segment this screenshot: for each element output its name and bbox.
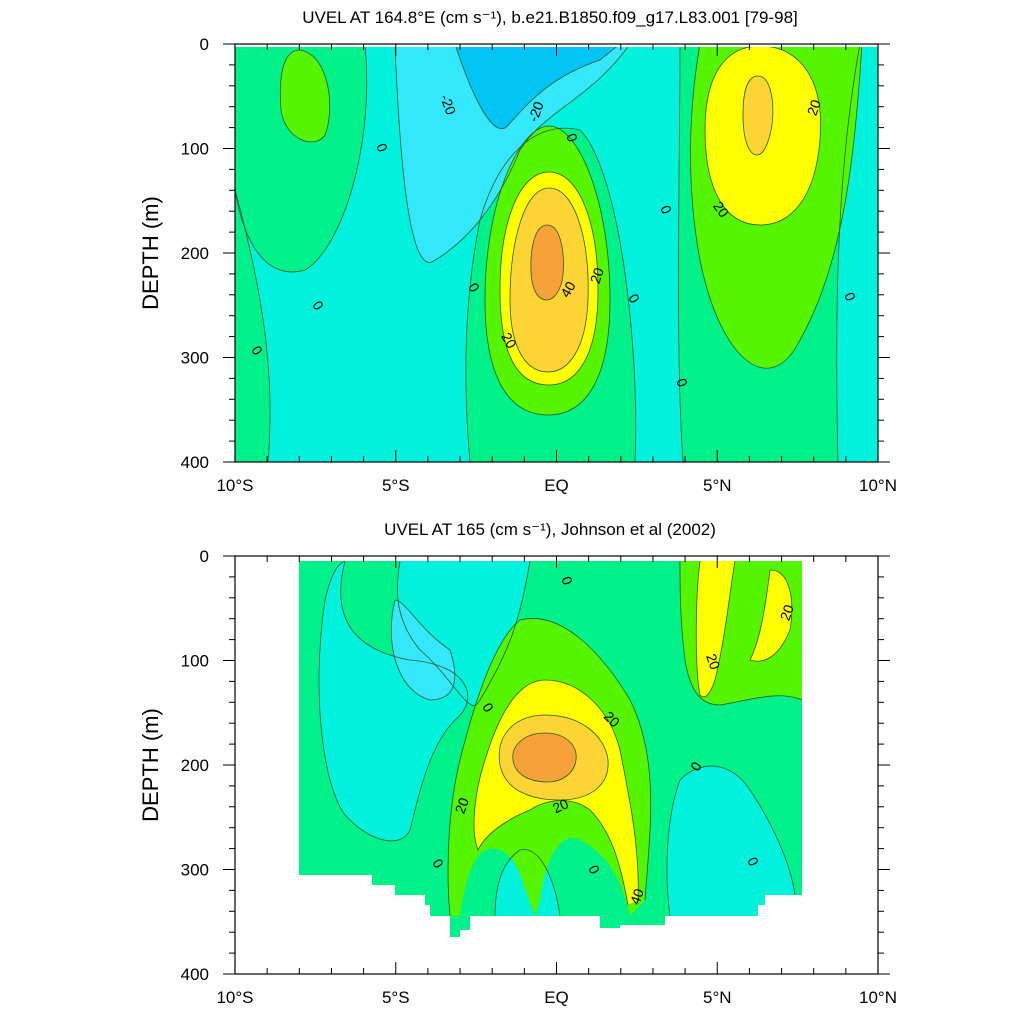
contour-fill bbox=[299, 560, 803, 937]
contour-label: -20 bbox=[525, 99, 547, 124]
region-lt-neg20 bbox=[455, 44, 620, 129]
y-axis-label: DEPTH (m) bbox=[138, 196, 163, 310]
x-tick-label: 10°S bbox=[216, 476, 253, 495]
panel-observations: UVEL AT 165 (cm s⁻¹), Johnson et al (200… bbox=[138, 520, 897, 1007]
y-tick-label: 0 bbox=[200, 547, 209, 566]
contour-label: 20 bbox=[452, 795, 472, 815]
panel-model: UVEL AT 164.8°E (cm s⁻¹), b.e21.B1850.f0… bbox=[138, 8, 897, 495]
y-axis-label: DEPTH (m) bbox=[138, 708, 163, 822]
y-tick-label: 100 bbox=[181, 652, 209, 671]
region-gt-40-euc bbox=[512, 733, 577, 782]
region-neg10-0-east bbox=[667, 766, 795, 916]
contour-fill bbox=[235, 44, 878, 462]
x-tick-label: 5°S bbox=[382, 988, 410, 1007]
panel-title: UVEL AT 165 (cm s⁻¹), Johnson et al (200… bbox=[384, 520, 716, 539]
region-30-40-necc bbox=[743, 76, 773, 155]
contour-label: 20 bbox=[804, 97, 824, 117]
x-tick-label: 5°S bbox=[382, 476, 410, 495]
x-tick-label: 5°N bbox=[703, 476, 732, 495]
panel-title: UVEL AT 164.8°E (cm s⁻¹), b.e21.B1850.f0… bbox=[302, 8, 798, 27]
contour-lines bbox=[235, 44, 863, 462]
y-tick-label: 200 bbox=[181, 244, 209, 263]
x-tick-label: 5°N bbox=[703, 988, 732, 1007]
axes: 10°S 5°S EQ 5°N 10°N 0 100 200 300 400 bbox=[181, 35, 897, 495]
contour-label: 40 bbox=[627, 886, 647, 906]
y-tick-label: 100 bbox=[181, 140, 209, 159]
y-tick-label: 300 bbox=[181, 861, 209, 880]
region-neg20-neg10 bbox=[391, 600, 455, 700]
contour-label: 20 bbox=[550, 795, 571, 816]
region-10-20-west bbox=[280, 50, 330, 142]
contour-label: 20 bbox=[777, 602, 797, 622]
contour-label: 20 bbox=[498, 330, 520, 352]
contour-label: 40 bbox=[557, 278, 579, 300]
x-tick-label: 10°N bbox=[859, 476, 897, 495]
x-tick-label: EQ bbox=[544, 476, 569, 495]
axes: 10°S 5°S EQ 5°N 10°N 0 100 200 300 400 bbox=[181, 547, 897, 1007]
y-tick-label: 300 bbox=[181, 349, 209, 368]
contour-label: 20 bbox=[703, 652, 723, 672]
y-tick-label: 400 bbox=[181, 965, 209, 984]
y-tick-label: 0 bbox=[200, 35, 209, 54]
y-tick-label: 200 bbox=[181, 756, 209, 775]
y-tick-label: 400 bbox=[181, 453, 209, 472]
region-neg10-0 bbox=[235, 44, 683, 462]
region-20-30-north bbox=[750, 570, 792, 662]
x-tick-label: 10°N bbox=[859, 988, 897, 1007]
x-tick-label: EQ bbox=[544, 988, 569, 1007]
contour-lines bbox=[318, 560, 803, 917]
region-gt-40-euc bbox=[530, 225, 564, 300]
region-20-30-necc bbox=[696, 561, 735, 697]
region-neg10-0-west bbox=[319, 561, 468, 841]
contour-label: 20 bbox=[587, 265, 607, 285]
x-tick-label: 10°S bbox=[216, 988, 253, 1007]
contour-label: -20 bbox=[437, 92, 459, 117]
region-neg20-neg10 bbox=[395, 44, 630, 263]
